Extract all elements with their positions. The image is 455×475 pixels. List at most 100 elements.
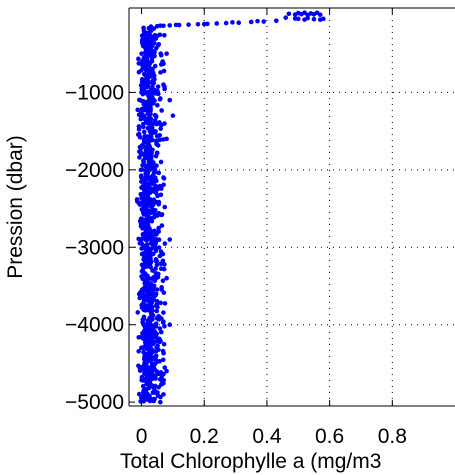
data-point [152, 207, 158, 213]
data-point [142, 243, 148, 249]
data-point [159, 223, 165, 228]
data-point [159, 122, 164, 128]
data-point [236, 20, 242, 26]
data-point [139, 395, 144, 400]
data-point [162, 241, 168, 246]
data-point [140, 124, 146, 130]
data-point [146, 350, 152, 356]
data-point [160, 251, 166, 257]
data-point [150, 78, 156, 83]
data-point [141, 250, 147, 256]
data-point [140, 43, 146, 48]
data-point [148, 331, 153, 337]
data-point [186, 22, 191, 27]
data-point [164, 136, 169, 142]
data-point [148, 95, 154, 100]
data-point [148, 309, 153, 314]
data-point [147, 264, 153, 270]
data-point [135, 310, 141, 315]
data-point [141, 139, 147, 145]
data-point [167, 97, 173, 103]
x-tick-label: 0.6 [315, 425, 344, 448]
data-point [147, 47, 153, 52]
data-point [151, 398, 157, 404]
data-point [153, 272, 159, 278]
data-point [158, 329, 164, 335]
data-point [139, 185, 144, 190]
data-point [141, 203, 147, 209]
data-point [146, 231, 151, 237]
data-point [148, 24, 154, 29]
data-point [143, 73, 148, 78]
data-point [148, 123, 154, 129]
tick-labels: 0 0.2 0.4 0.6 0.8 −1000 −2000 −3000 −4000 −5000 [65, 8, 407, 448]
data-point [160, 59, 165, 65]
data-point [261, 19, 267, 24]
data-point [173, 22, 179, 28]
data-point [140, 317, 146, 322]
data-point [144, 173, 149, 179]
data-point [147, 138, 152, 144]
data-point [136, 391, 142, 397]
data-point [167, 237, 173, 242]
data-point [147, 144, 152, 150]
data-point [302, 10, 307, 15]
data-point [143, 152, 149, 157]
data-point [274, 18, 279, 24]
data-point [143, 168, 149, 173]
data-point [146, 159, 152, 165]
y-tick-label: −5000 [65, 391, 124, 414]
data-point [147, 299, 153, 304]
data-point [156, 237, 162, 243]
data-point [142, 386, 148, 392]
data-point [147, 216, 152, 222]
data-point [158, 23, 163, 28]
data-point [139, 67, 144, 73]
data-point [152, 188, 157, 194]
grid-lines [129, 8, 455, 406]
data-point [161, 182, 166, 188]
data-point [150, 84, 155, 89]
data-point [214, 21, 220, 26]
data-point [151, 287, 156, 293]
data-point [148, 356, 154, 361]
data-point [149, 166, 154, 171]
data-point [139, 207, 145, 212]
data-point [157, 326, 163, 331]
data-point [147, 112, 152, 118]
x-tick-label: 0.2 [190, 425, 219, 448]
data-point [136, 131, 142, 137]
data-point [151, 129, 156, 134]
data-point [143, 84, 149, 90]
data-point [141, 349, 146, 355]
data-point [143, 119, 149, 124]
data-point [147, 101, 153, 107]
data-point [159, 108, 164, 113]
data-point [141, 307, 146, 313]
data-point [142, 219, 148, 225]
data-point [156, 229, 161, 234]
data-point [230, 20, 235, 25]
y-axis-label: Pression (dbar) [4, 135, 27, 279]
data-point [160, 258, 166, 264]
data-point [148, 152, 153, 158]
data-point [146, 68, 152, 73]
data-point [156, 384, 161, 390]
data-point [286, 11, 292, 17]
data-point [144, 48, 150, 54]
data-point [148, 41, 154, 47]
data-point [152, 89, 157, 95]
data-point [139, 167, 145, 172]
data-point [155, 393, 161, 399]
data-point [164, 51, 169, 56]
data-point [159, 373, 165, 379]
data-point [141, 90, 147, 96]
data-point [144, 264, 149, 269]
data-point [139, 51, 144, 56]
data-point [136, 200, 142, 206]
data-point [152, 367, 158, 372]
data-point [136, 348, 141, 354]
data-point [143, 148, 149, 153]
data-point [308, 11, 314, 16]
data-point [148, 116, 154, 122]
